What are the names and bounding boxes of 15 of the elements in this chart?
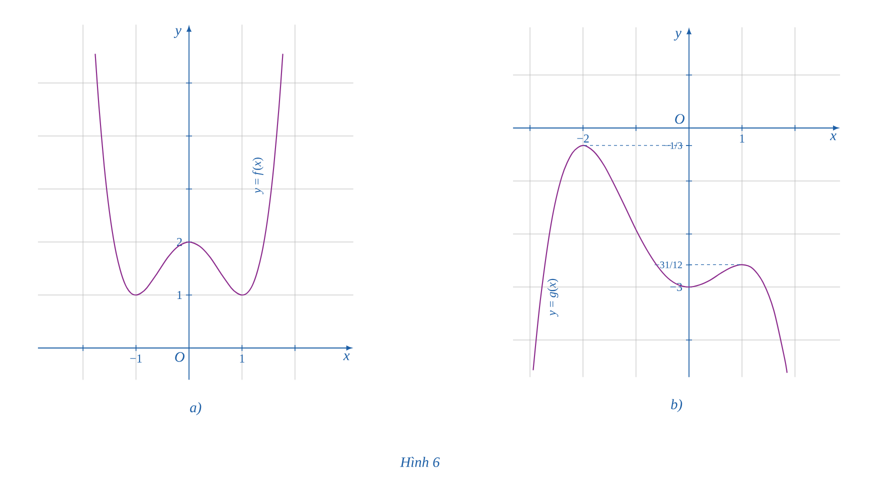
x-axis-title: x [830, 134, 836, 140]
text: y = f(x) [252, 158, 264, 194]
y-tick-label: −1/3 [664, 142, 682, 149]
text: Hình 6 [400, 456, 440, 468]
annotation: O [675, 114, 684, 124]
y-axis-title: y [174, 28, 182, 38]
x-axis-title: x [343, 354, 350, 360]
annotation: O [175, 352, 184, 362]
text: a) [190, 402, 202, 416]
x-tick-label: −2 [577, 134, 589, 142]
y-tick-label: −3 [670, 282, 682, 292]
y-axis-title: y [674, 30, 682, 41]
text: y = g(x) [547, 278, 558, 317]
x-tick-label: −1 [130, 354, 142, 362]
text: b) [671, 399, 682, 412]
